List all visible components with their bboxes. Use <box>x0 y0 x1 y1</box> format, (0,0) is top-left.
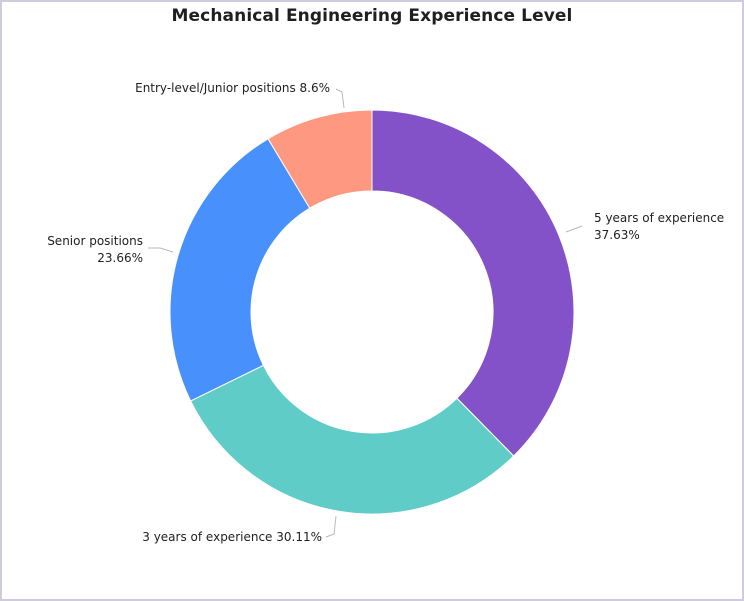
data-label-senior-positions: Senior positions 23.66% <box>47 234 143 265</box>
slice-senior-positions[interactable] <box>169 138 311 402</box>
slice-entry-level-junior-positions[interactable] <box>267 109 373 209</box>
slice-3-years-of-experience[interactable] <box>189 364 515 515</box>
leader-line-senior-positions <box>148 247 174 253</box>
leader-line-3-years-of-experience <box>325 515 337 538</box>
data-label-3-years-of-experience: 3 years of experience 30.11% <box>142 530 322 544</box>
slice-5-years-of-experience[interactable] <box>371 109 575 457</box>
leader-line-entry-level-junior-positions <box>335 88 345 109</box>
data-label-entry-level-junior-positions: Entry-level/Junior positions 8.6% <box>135 81 330 95</box>
chart-title: Mechanical Engineering Experience Level <box>171 6 573 26</box>
leader-line-5-years-of-experience <box>565 225 583 233</box>
data-label-5-years-of-experience: 5 years of experience 37.63% <box>594 211 724 242</box>
